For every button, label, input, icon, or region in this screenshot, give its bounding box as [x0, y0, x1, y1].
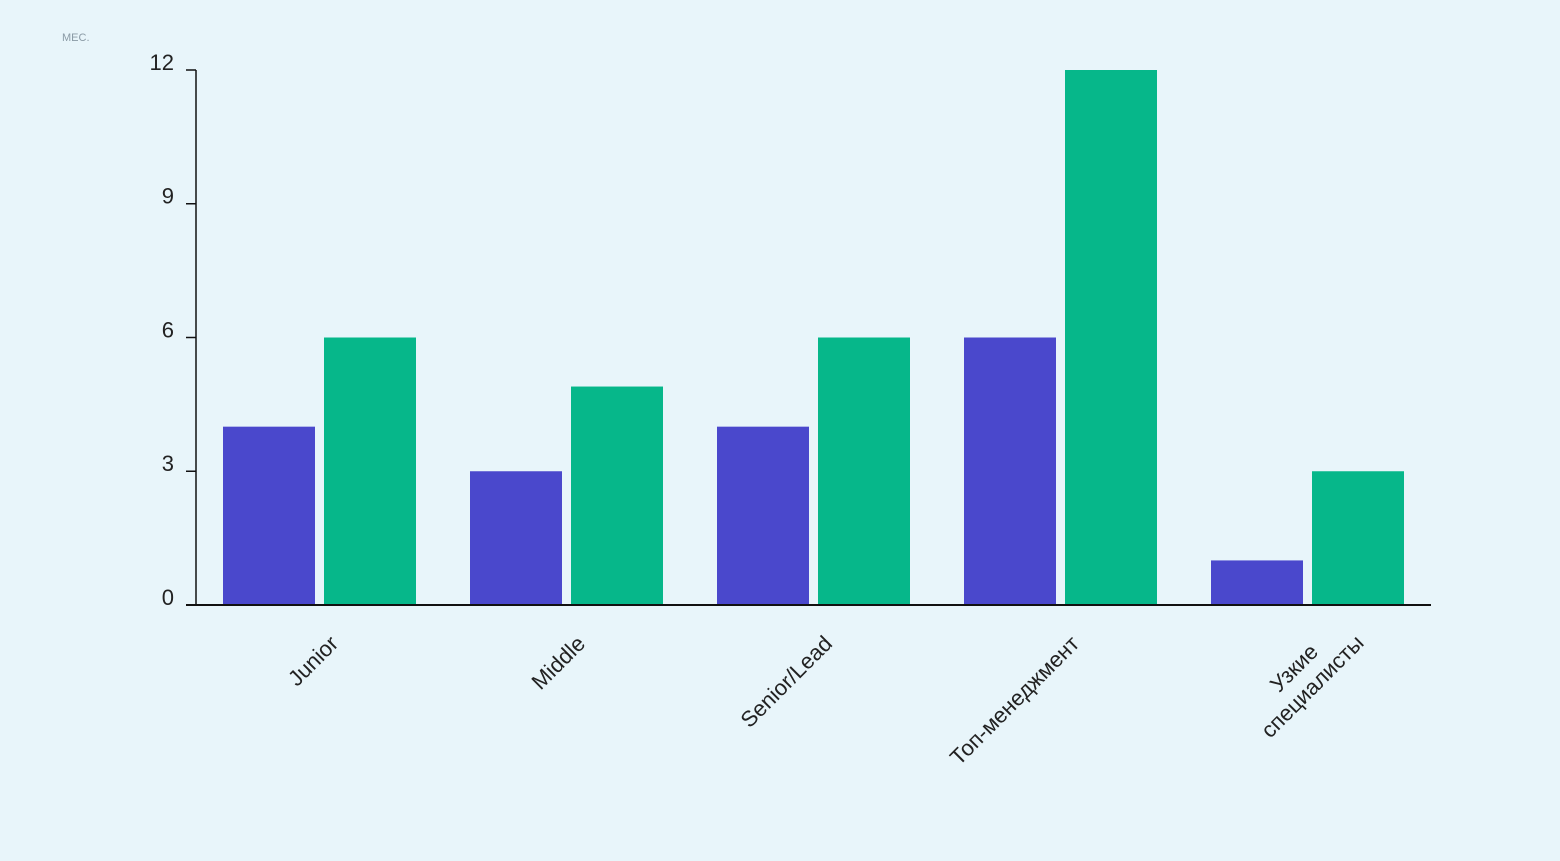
x-tick-label: Топ-менеджмент — [945, 631, 1084, 770]
x-tick-label: Junior — [283, 631, 343, 691]
y-tick-label: 0 — [162, 585, 174, 610]
bar — [717, 426, 809, 605]
bar — [1312, 471, 1404, 605]
y-tick-label: 3 — [162, 451, 174, 476]
bar — [1211, 560, 1303, 605]
bar — [223, 426, 315, 605]
x-tick-label: Middle — [527, 631, 591, 695]
bar — [964, 337, 1056, 605]
bar — [470, 471, 562, 605]
y-unit-label: МЕС. — [62, 32, 90, 44]
y-tick-label: 12 — [150, 50, 174, 75]
y-tick-label: 9 — [162, 184, 174, 209]
bar — [1065, 70, 1157, 605]
bar — [818, 337, 910, 605]
bar — [324, 337, 416, 605]
x-tick-label: Узкиеспециалисты — [1238, 612, 1369, 743]
bar — [571, 386, 663, 605]
y-tick-label: 6 — [162, 317, 174, 342]
x-tick-label: Senior/Lead — [735, 631, 837, 733]
